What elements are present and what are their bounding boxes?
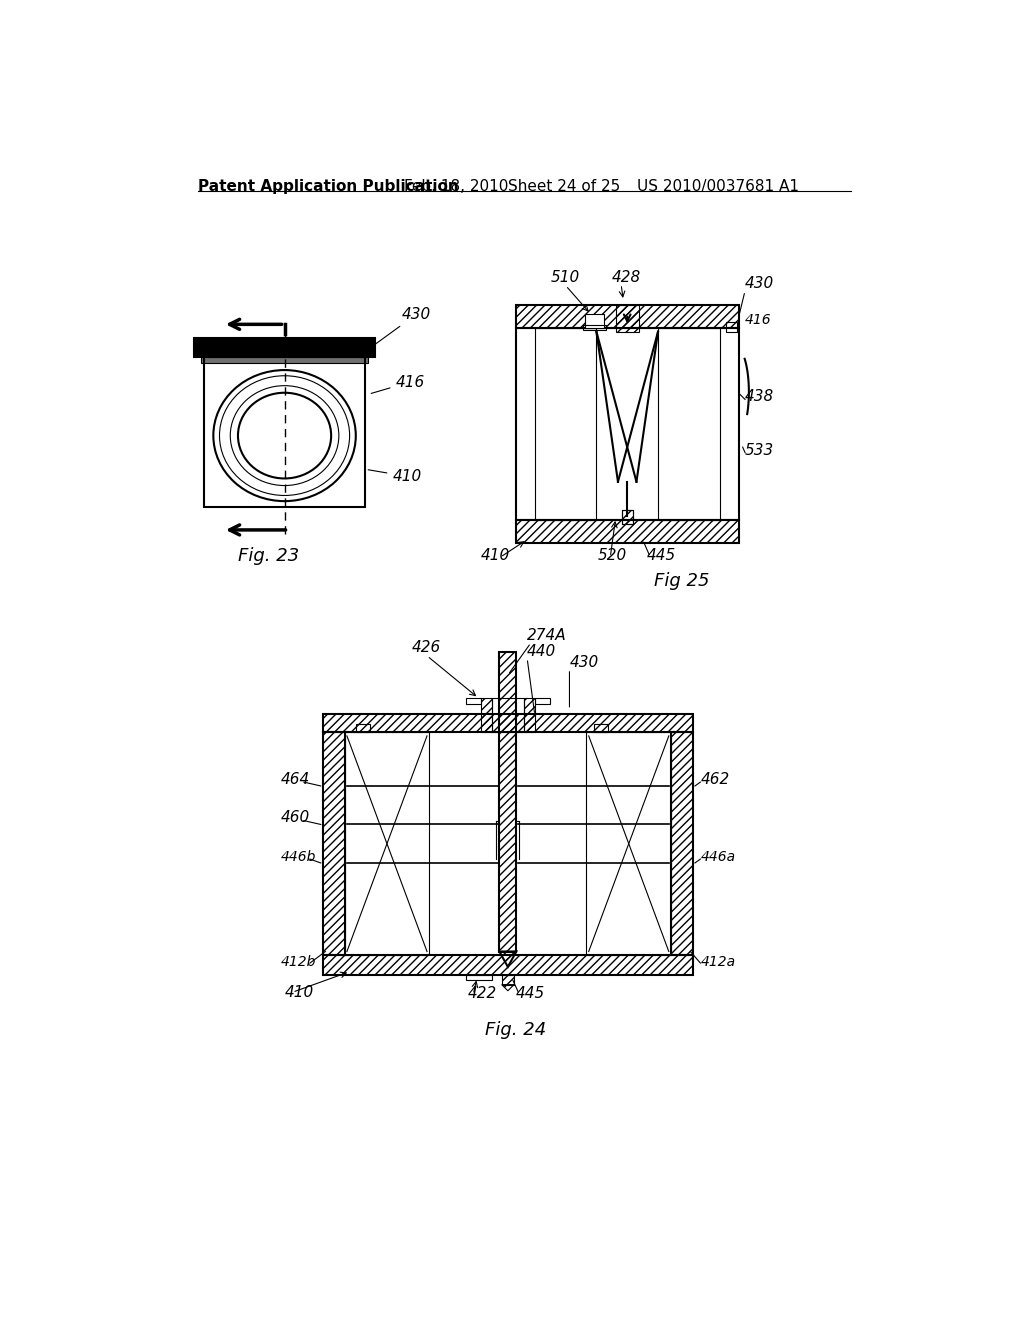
Text: 416: 416: [371, 375, 425, 393]
Bar: [585, 314, 604, 327]
Bar: [356, 725, 370, 733]
Bar: [594, 725, 608, 733]
Text: 412b: 412b: [281, 956, 316, 969]
Bar: [323, 733, 345, 956]
Text: Fig. 23: Fig. 23: [239, 546, 300, 565]
Bar: [323, 714, 692, 733]
Bar: [658, 327, 720, 520]
Bar: [524, 698, 535, 733]
Text: Patent Application Publication: Patent Application Publication: [199, 180, 459, 194]
Bar: [204, 356, 366, 507]
Bar: [515, 520, 739, 544]
Text: 462: 462: [700, 772, 730, 787]
Bar: [323, 956, 692, 975]
Bar: [195, 338, 375, 356]
Text: 430: 430: [745, 276, 774, 290]
Bar: [622, 511, 633, 524]
Text: Feb. 18, 2010: Feb. 18, 2010: [403, 180, 508, 194]
Text: 445: 445: [515, 986, 545, 1002]
Bar: [622, 511, 633, 524]
Text: 274A: 274A: [527, 628, 566, 643]
Text: US 2010/0037681 A1: US 2010/0037681 A1: [637, 180, 799, 194]
Bar: [502, 975, 514, 985]
Text: 410: 410: [481, 548, 510, 564]
Text: 464: 464: [281, 772, 310, 787]
Text: 430: 430: [569, 655, 599, 671]
Text: Sheet 24 of 25: Sheet 24 of 25: [508, 180, 621, 194]
Text: 422: 422: [468, 986, 497, 1002]
Text: 410: 410: [369, 469, 422, 484]
Bar: [535, 698, 550, 705]
Bar: [726, 322, 737, 331]
Text: 533: 533: [745, 442, 774, 458]
Text: Fig 25: Fig 25: [654, 572, 710, 590]
Text: 440: 440: [527, 644, 556, 659]
Text: 426: 426: [412, 640, 441, 655]
Text: 412a: 412a: [700, 956, 735, 969]
Bar: [481, 698, 492, 733]
Bar: [466, 975, 493, 979]
Text: 510: 510: [550, 269, 580, 285]
Text: 416: 416: [745, 313, 772, 327]
Text: 410: 410: [285, 985, 313, 1001]
Bar: [466, 698, 481, 705]
Bar: [515, 327, 739, 520]
Text: 430: 430: [373, 308, 431, 346]
Bar: [583, 326, 606, 330]
Bar: [671, 733, 692, 956]
Bar: [345, 733, 429, 956]
Text: Fig. 24: Fig. 24: [484, 1020, 546, 1039]
Bar: [587, 733, 671, 956]
Text: 460: 460: [281, 810, 310, 825]
Bar: [615, 305, 639, 331]
Text: 446b: 446b: [281, 850, 316, 863]
Text: 520: 520: [598, 548, 627, 564]
Text: 445: 445: [646, 548, 676, 564]
Text: 428: 428: [611, 269, 641, 285]
Bar: [515, 305, 739, 327]
Bar: [201, 356, 369, 363]
Text: 446a: 446a: [700, 850, 735, 863]
Text: 438: 438: [745, 389, 774, 404]
Bar: [500, 652, 516, 952]
Bar: [492, 698, 524, 733]
Bar: [535, 327, 596, 520]
